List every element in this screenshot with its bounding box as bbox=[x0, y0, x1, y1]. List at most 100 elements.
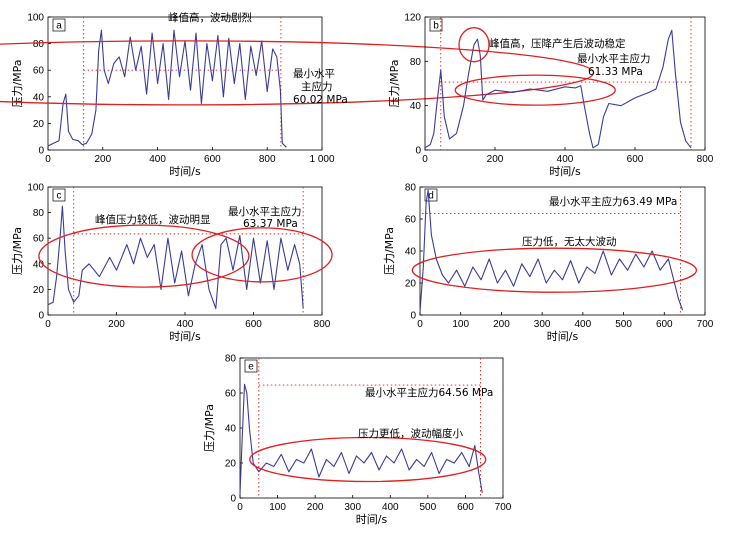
y-tick-label: 20 bbox=[405, 279, 417, 290]
annotation-text: 峰值高，压降产生后波动稳定 bbox=[489, 37, 626, 50]
y-tick-label: 100 bbox=[27, 183, 44, 194]
y-tick-label: 0 bbox=[38, 146, 44, 157]
panel-label-box bbox=[52, 18, 66, 32]
x-tick-label: 0 bbox=[45, 319, 51, 330]
x-tick-label: 0 bbox=[237, 502, 243, 513]
x-tick-label: 800 bbox=[697, 154, 714, 165]
annotation-text: 60.02 MPa bbox=[293, 94, 348, 106]
chart-panel-b: 0 200 400 600 800 0 40 80 120 时间/s 压力/MPa b 峰值高，压降产生… bbox=[388, 13, 714, 179]
panel-label-box bbox=[52, 188, 66, 202]
y-tick-label: 80 bbox=[33, 208, 45, 219]
y-tick-label: 80 bbox=[33, 39, 45, 50]
x-tick-label: 1 000 bbox=[309, 154, 334, 165]
x-tick-label: 400 bbox=[575, 319, 592, 330]
highlight-ellipse bbox=[454, 74, 616, 106]
y-tick-label: 60 bbox=[405, 215, 417, 226]
x-tick-label: 500 bbox=[615, 319, 632, 330]
y-tick-label: 20 bbox=[225, 459, 237, 470]
x-tick-label: 400 bbox=[382, 502, 399, 513]
x-tick-label: 200 bbox=[94, 154, 111, 165]
y-axis-label: 压力/MPa bbox=[11, 59, 24, 107]
y-tick-label: 120 bbox=[404, 13, 421, 24]
annotation-text: 63.37 MPa bbox=[243, 218, 298, 230]
annotation-text: 最小水平主应力 bbox=[577, 52, 651, 65]
x-tick-label: 300 bbox=[344, 502, 361, 513]
x-tick-label: 800 bbox=[314, 319, 331, 330]
pressure-series-line bbox=[47, 205, 304, 310]
panel-label-box bbox=[244, 359, 258, 373]
y-tick-label: 80 bbox=[225, 354, 237, 365]
panel-label: d bbox=[428, 191, 434, 202]
x-axis-label: 时间/s bbox=[169, 165, 201, 178]
y-axis-label: 压力/MPa bbox=[11, 227, 24, 275]
x-tick-label: 400 bbox=[557, 154, 574, 165]
chart-panel-d: 0 100 200 300 400 500 600 700 0 20 40 60 80 时间/s 压力/MP… bbox=[383, 183, 714, 344]
x-tick-label: 600 bbox=[656, 319, 673, 330]
y-axis-label: 压力/MPa bbox=[388, 59, 401, 107]
x-tick-label: 800 bbox=[259, 154, 276, 165]
panel-label: e bbox=[248, 362, 254, 373]
pressure-series-line bbox=[47, 29, 287, 148]
x-tick-label: 0 bbox=[45, 154, 51, 165]
annotation-text: 主应力 bbox=[301, 80, 333, 93]
chart-panel-e: 0 100 200 300 400 500 600 700 0 20 40 60 80 时间/s 压力/MP… bbox=[203, 354, 512, 527]
y-tick-label: 40 bbox=[33, 259, 45, 270]
x-axis-label: 时间/s bbox=[169, 330, 201, 343]
annotation-text: 最小水平主应力63.49 MPa bbox=[549, 195, 677, 208]
highlight-ellipse bbox=[191, 227, 333, 283]
x-tick-label: 200 bbox=[108, 319, 125, 330]
y-tick-label: 0 bbox=[410, 311, 416, 322]
plot-frame bbox=[47, 16, 323, 151]
panel-label-box bbox=[429, 18, 443, 32]
x-tick-label: 0 bbox=[417, 319, 423, 330]
y-axis-label: 压力/MPa bbox=[203, 404, 216, 452]
x-axis-label: 时间/s bbox=[547, 330, 579, 343]
x-tick-label: 700 bbox=[697, 319, 714, 330]
x-tick-label: 700 bbox=[495, 502, 512, 513]
y-axis-label: 压力/MPa bbox=[383, 227, 396, 275]
annotation-text: 压力更低，波动幅度小 bbox=[358, 427, 463, 440]
y-tick-label: 20 bbox=[33, 119, 45, 130]
x-tick-label: 0 bbox=[422, 154, 428, 165]
x-axis-label: 时间/s bbox=[549, 165, 581, 178]
y-tick-label: 20 bbox=[33, 285, 45, 296]
y-tick-label: 40 bbox=[33, 92, 45, 103]
x-tick-label: 500 bbox=[420, 502, 437, 513]
x-axis-label: 时间/s bbox=[356, 513, 388, 526]
highlight-ellipse bbox=[411, 247, 698, 293]
highlight-ellipse bbox=[249, 436, 487, 483]
x-tick-label: 200 bbox=[307, 502, 324, 513]
x-tick-label: 600 bbox=[245, 319, 262, 330]
y-tick-label: 100 bbox=[27, 13, 44, 24]
panel-label: c bbox=[57, 191, 62, 202]
annotation-text: 峰值压力较低，波动明显 bbox=[95, 213, 211, 226]
x-tick-label: 400 bbox=[177, 319, 194, 330]
highlight-ellipse bbox=[458, 27, 490, 63]
highlight-ellipse bbox=[38, 224, 250, 288]
annotation-text: 最小水平 bbox=[293, 68, 335, 80]
y-tick-label: 40 bbox=[410, 101, 422, 112]
y-tick-label: 60 bbox=[33, 66, 45, 77]
x-tick-label: 400 bbox=[149, 154, 166, 165]
y-tick-label: 0 bbox=[38, 311, 44, 322]
x-tick-label: 200 bbox=[487, 154, 504, 165]
y-tick-label: 80 bbox=[405, 183, 417, 194]
pressure-series-line bbox=[239, 383, 483, 495]
y-tick-label: 40 bbox=[225, 424, 237, 435]
chart-panel-a: 0 200 400 600 800 1 000020406080100时间/s压力/MPa… bbox=[0, 11, 595, 178]
x-tick-label: 600 bbox=[627, 154, 644, 165]
y-tick-label: 0 bbox=[230, 494, 236, 505]
annotation-text: 61.33 MPa bbox=[588, 66, 643, 78]
x-tick-label: 600 bbox=[204, 154, 221, 165]
x-tick-label: 200 bbox=[493, 319, 510, 330]
y-tick-label: 60 bbox=[33, 234, 45, 245]
y-tick-label: 40 bbox=[405, 247, 417, 258]
y-tick-label: 80 bbox=[410, 57, 422, 68]
chart-panel-c: 0 200 400 600 800 0 20 40 60 80 100 时间/s 压力/MPa c 峰值压力… bbox=[11, 183, 333, 343]
annotation-text: 最小水平主应力 bbox=[228, 205, 302, 218]
panel-label: b bbox=[433, 21, 439, 32]
x-tick-label: 600 bbox=[457, 502, 474, 513]
x-tick-label: 100 bbox=[452, 319, 469, 330]
highlight-ellipse bbox=[0, 40, 595, 106]
